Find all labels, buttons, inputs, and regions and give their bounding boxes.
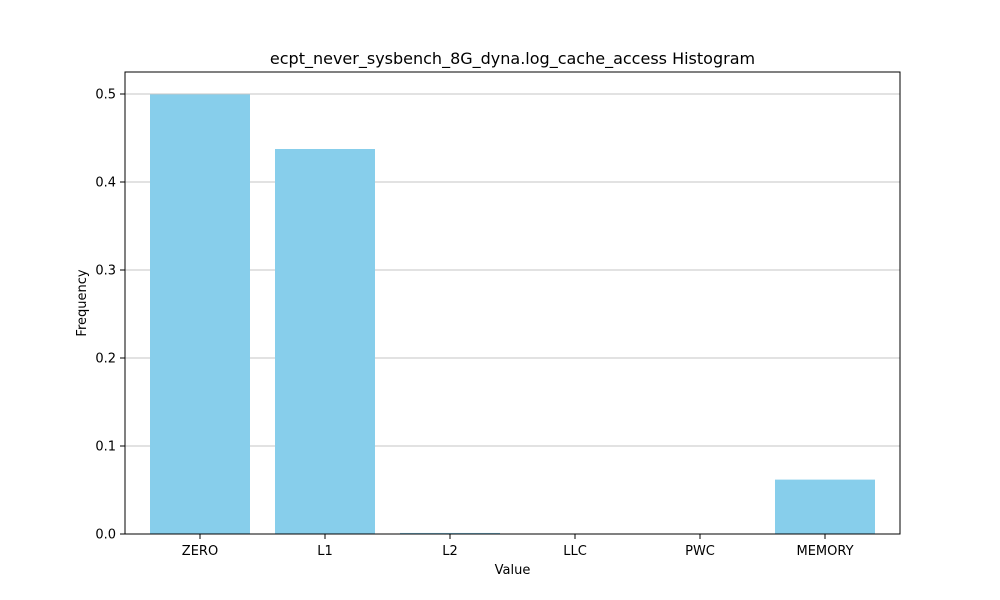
x-tick-label: PWC — [685, 544, 715, 559]
x-axis-title: Value — [495, 563, 531, 578]
y-tick-label: 0.3 — [95, 264, 116, 279]
y-tick-label: 0.5 — [95, 88, 116, 103]
x-tick-label: L2 — [442, 544, 458, 559]
x-tick-label: ZERO — [182, 544, 218, 559]
bar-l2 — [400, 532, 500, 534]
x-tick-label: L1 — [317, 544, 333, 559]
bars — [150, 94, 875, 534]
y-tick-label: 0.2 — [95, 352, 116, 367]
y-tick-label: 0.0 — [95, 528, 116, 543]
chart-title: ecpt_never_sysbench_8G_dyna.log_cache_ac… — [270, 49, 755, 69]
y-tick-label: 0.4 — [95, 176, 116, 191]
y-axis-title: Frequency — [75, 269, 90, 336]
bar-zero — [150, 94, 250, 534]
x-tick-label: LLC — [563, 544, 587, 559]
plot-area-frame — [124, 71, 901, 535]
bar-l1 — [275, 149, 375, 534]
y-tick-label: 0.1 — [95, 440, 116, 455]
x-tick-label: MEMORY — [796, 544, 853, 559]
x-axis-ticks: ZERO L1 L2 LLC PWC MEMORY — [182, 534, 854, 559]
bar-memory — [775, 479, 875, 534]
y-axis-ticks: 0.0 0.1 0.2 0.3 0.4 0.5 — [95, 88, 125, 543]
